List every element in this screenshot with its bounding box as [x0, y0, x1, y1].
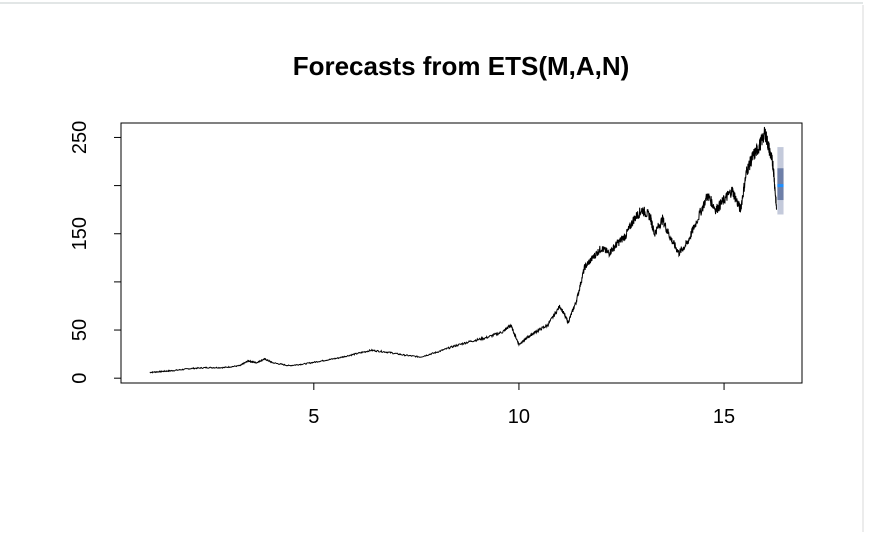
x-tick-label: 5: [308, 406, 319, 428]
chart-title: Forecasts from ETS(M,A,N): [293, 51, 630, 81]
y-tick-label: 250: [69, 121, 91, 154]
y-axis: 0 50 150 250: [69, 121, 121, 384]
x-tick-label: 10: [508, 406, 530, 428]
y-tick-label: 50: [69, 319, 91, 341]
y-tick-label: 0: [69, 373, 91, 384]
plot-area: [149, 126, 784, 374]
plot-box: [120, 122, 803, 384]
series-line-historical: [149, 126, 778, 374]
x-tick-label: 15: [713, 406, 735, 428]
y-tick-label: 150: [69, 217, 91, 250]
x-axis: 5 10 15: [308, 383, 735, 428]
